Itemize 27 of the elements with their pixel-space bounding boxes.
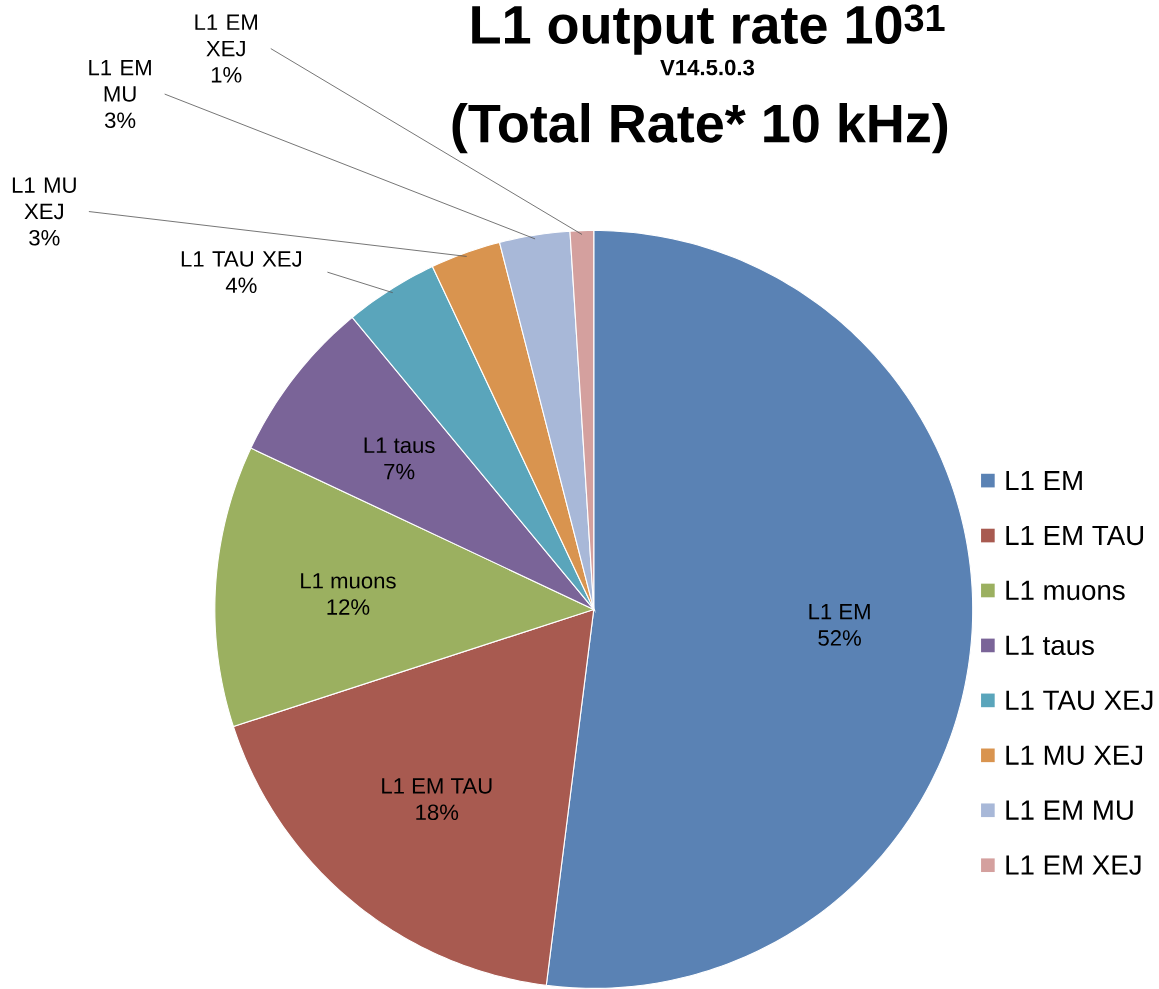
data-label: 7%	[384, 463, 415, 480]
data-label: 3%	[104, 112, 136, 129]
legend-label: L1 TAU XEJ	[1006, 690, 1153, 711]
text: (Total Rate* 10 kHz)	[452, 103, 948, 154]
slice-label: L1 EM TAU	[382, 778, 492, 794]
legend-label: L1 EM TAU	[1006, 525, 1144, 546]
legend-label: L1 taus	[1006, 635, 1094, 656]
legend-label: L1 EM XEJ	[1006, 855, 1141, 875]
data-label: 3%	[29, 229, 60, 246]
data-label: 12%	[327, 599, 370, 615]
legend-label: L1 EM MU	[1006, 800, 1133, 820]
data-label: 18%	[416, 804, 459, 821]
slice-label: L1 EM	[809, 604, 870, 620]
slice-label: L1 taus	[364, 437, 435, 454]
slice-label: L1 muons	[301, 573, 396, 589]
slice-label: L1 EM MU	[89, 60, 151, 102]
slice-label: L1 EM XEJ	[195, 14, 257, 57]
legend-label: L1 EM	[1006, 471, 1082, 491]
chart-title: L1 output rate 10$^{31}$	[472, 4, 945, 55]
data-label: 4%	[225, 277, 257, 294]
slice-label: L1 TAU XEJ	[181, 251, 302, 267]
slice-label: L1 MU XEJ	[12, 177, 76, 220]
legend-label: L1 MU XEJ	[1006, 745, 1143, 765]
text: V14.5.0.3	[660, 59, 755, 76]
data-label: 52%	[818, 630, 861, 646]
legend-label: L1 muons	[1006, 580, 1125, 601]
data-label: 1%	[211, 67, 242, 83]
